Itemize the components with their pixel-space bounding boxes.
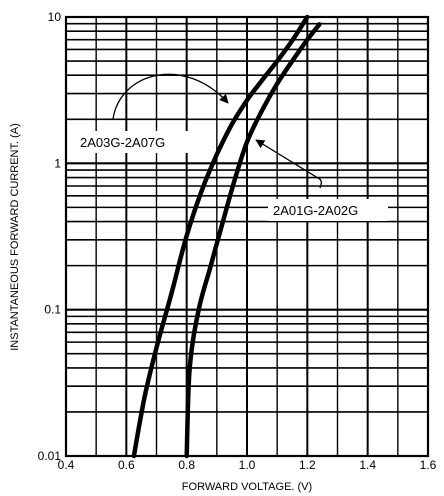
x-axis-label: FORWARD VOLTAGE. (V): [182, 481, 312, 493]
annotation-arrow-2: [255, 139, 322, 189]
series-curve-2: [184, 22, 322, 459]
x-tick-labels: 0.4 0.6 0.8 1.0 1.2 1.4 1.6: [58, 458, 437, 472]
x-tick-label: 1.6: [420, 458, 437, 472]
annotation-arrow-1: [112, 73, 229, 120]
x-tick-label: 0.4: [58, 458, 75, 472]
plot-frame: [64, 15, 430, 458]
y-tick-labels: 0.01 0.1 1 10: [38, 10, 62, 463]
x-tick-label: 0.8: [178, 458, 195, 472]
grid: [66, 17, 428, 456]
x-tick-label: 1.0: [239, 458, 256, 472]
y-tick-label: 10: [48, 10, 62, 24]
y-axis-label: INSTANTANEOUS FORWARD CURRENT. (A): [9, 123, 21, 351]
annotations: 2A03G-2A07G 2A01G-2A02G: [74, 73, 388, 221]
plot-border: [64, 15, 430, 458]
x-tick-label: 1.4: [359, 458, 376, 472]
y-tick-label: 0.1: [44, 303, 61, 317]
y-tick-label: 0.01: [38, 449, 62, 463]
annotation-label-1: 2A03G-2A07G: [80, 135, 165, 150]
annotation-label-2: 2A01G-2A02G: [273, 203, 358, 218]
x-tick-label: 0.6: [118, 458, 135, 472]
series-curves: [131, 14, 322, 459]
annotation-box-2: [268, 199, 388, 221]
annotation-box-1: [74, 131, 192, 153]
series-curve-1: [131, 14, 310, 459]
x-tick-label: 1.2: [299, 458, 316, 472]
y-tick-label: 1: [54, 156, 61, 170]
